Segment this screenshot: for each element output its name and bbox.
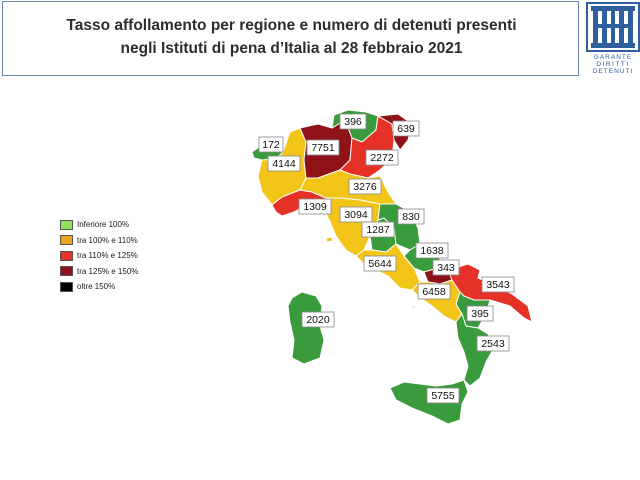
svg-text:3276: 3276 [353, 181, 377, 193]
title-box: Tasso affollamento per regione e numero … [2, 1, 579, 76]
svg-text:7751: 7751 [311, 142, 335, 154]
svg-text:343: 343 [437, 262, 455, 274]
legend-item: tra 125% e 150% [60, 264, 200, 280]
label-campania: 6458 [417, 283, 451, 300]
label-lazio: 5644 [363, 255, 397, 272]
svg-text:5755: 5755 [431, 390, 455, 402]
legend-swatch [60, 235, 73, 246]
legend-item: tra 100% e 110% [60, 233, 200, 249]
logo-text-2: DIRITTI [596, 61, 629, 68]
region-calabria [455, 313, 495, 387]
label-marche: 830 [397, 208, 425, 225]
island-elba [325, 236, 334, 243]
svg-text:830: 830 [402, 211, 420, 223]
label-abruzzo: 1638 [415, 242, 449, 259]
garante-logo-icon: GARANTE DIRITTI DETENUTI [586, 2, 640, 75]
label-trentino: 396 [339, 113, 367, 130]
svg-text:2543: 2543 [481, 338, 505, 350]
legend-item: tra 110% e 125% [60, 248, 200, 264]
svg-text:639: 639 [397, 123, 415, 135]
svg-text:395: 395 [471, 308, 489, 320]
svg-text:1287: 1287 [366, 224, 390, 236]
legend-label: tra 110% e 125% [77, 251, 138, 261]
label-puglia: 3543 [481, 276, 515, 293]
label-sicilia: 5755 [426, 387, 460, 404]
legend-label: tra 100% e 110% [77, 235, 138, 245]
island-capri [410, 305, 416, 310]
legend-swatch [60, 266, 73, 277]
svg-text:2020: 2020 [306, 314, 330, 326]
label-friuli: 639 [392, 120, 420, 137]
svg-text:5644: 5644 [368, 258, 392, 270]
legend-item: oltre 150% [60, 279, 200, 295]
label-veneto: 2272 [365, 149, 399, 166]
region-sardegna [287, 291, 325, 365]
logo-text-1: GARANTE [594, 54, 632, 61]
legend-label: Inferiore 100% [77, 220, 130, 230]
title-line-2: negli Istituti di pena d’Italia al 28 fe… [120, 40, 463, 57]
legend-swatch [60, 250, 73, 261]
title-line-1: Tasso affollamento per regione e numero … [66, 17, 517, 34]
svg-text:396: 396 [344, 116, 362, 128]
legend-label: tra 125% e 150% [77, 266, 139, 276]
svg-text:3094: 3094 [344, 209, 368, 221]
logo-text-3: DETENUTI [593, 68, 634, 75]
svg-text:172: 172 [262, 139, 280, 151]
label-toscana: 3094 [339, 206, 373, 223]
legend-swatch [60, 281, 73, 292]
page-title: Tasso affollamento per regione e numero … [19, 14, 564, 60]
label-valle-d-aosta: 172 [258, 136, 284, 153]
label-emilia-romagna: 3276 [348, 178, 382, 195]
legend: Inferiore 100% tra 100% e 110% tra 110% … [60, 217, 200, 295]
label-liguria: 1309 [298, 198, 332, 215]
label-basilicata: 395 [466, 305, 494, 322]
label-piemonte: 4144 [267, 155, 301, 172]
legend-swatch [60, 219, 73, 230]
legend-label: oltre 150% [77, 282, 116, 292]
label-umbria: 1287 [361, 221, 395, 238]
label-molise: 343 [432, 259, 460, 276]
svg-text:1638: 1638 [420, 245, 444, 257]
svg-text:4144: 4144 [272, 158, 296, 170]
svg-text:3543: 3543 [486, 279, 510, 291]
label-sardegna: 2020 [301, 311, 335, 328]
svg-text:1309: 1309 [303, 201, 327, 213]
svg-text:6458: 6458 [422, 286, 446, 298]
label-lombardia: 7751 [306, 139, 340, 156]
label-calabria: 2543 [476, 335, 510, 352]
legend-item: Inferiore 100% [60, 217, 200, 233]
svg-text:2272: 2272 [370, 152, 394, 164]
